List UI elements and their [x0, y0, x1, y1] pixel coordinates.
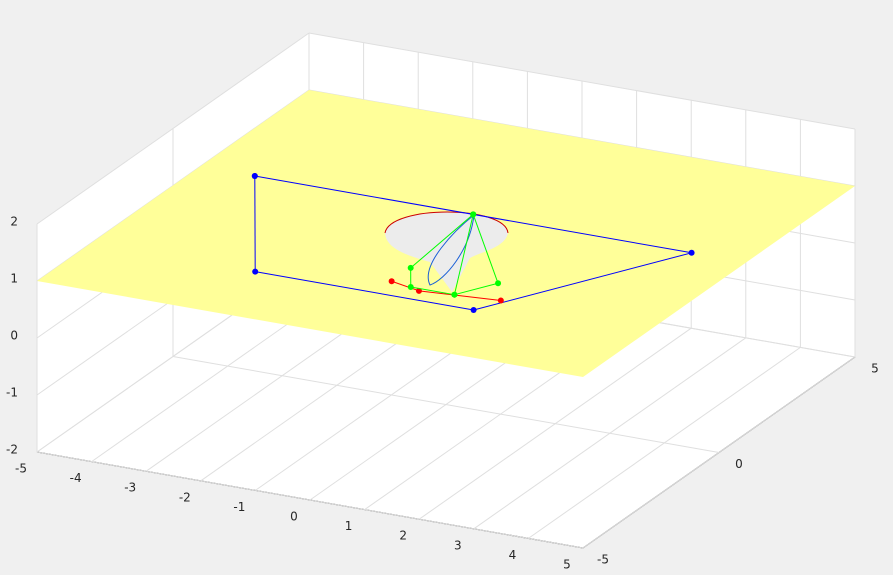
marker [497, 297, 504, 304]
cone-rim [384, 211, 509, 234]
marker [495, 280, 502, 287]
x-tick-label: 0 [290, 510, 298, 524]
z-tick-label: -2 [6, 443, 18, 457]
marker [451, 291, 458, 298]
data-layer [251, 173, 695, 313]
cone-surface [385, 212, 508, 292]
marker [407, 264, 414, 271]
series-segment [454, 282, 499, 296]
x-tick-label: -4 [70, 471, 82, 485]
x-tick-label: 1 [345, 519, 353, 533]
series-segment [391, 280, 420, 292]
x-tick-label: -3 [124, 481, 136, 495]
series-segment [410, 214, 474, 269]
tick-labels: -5 -4 -3 -2 -1 0 1 2 3 4 5 -5 0 5 -2 -1 0 1 2 [6, 215, 879, 572]
x-tick-label: -5 [15, 462, 27, 476]
marker [688, 249, 695, 256]
x-tick-label: -2 [179, 490, 191, 504]
x-tick-label: 4 [509, 548, 517, 562]
grid-line [308, 32, 856, 130]
grid-line [172, 356, 720, 453]
z-tick-label: 1 [10, 272, 18, 286]
y-tick-label: -5 [597, 553, 609, 567]
grid-line [36, 451, 584, 549]
series-segment [255, 271, 474, 311]
y-tick-label: 5 [871, 362, 879, 376]
marker [470, 211, 477, 218]
z-tick-label: 0 [10, 329, 18, 343]
marker [407, 284, 414, 291]
x-tick-label: -1 [233, 500, 245, 514]
x-tick-label: 5 [563, 558, 571, 572]
series-segment [410, 286, 455, 296]
z-tick-label: 2 [10, 215, 18, 229]
y-tick-label: 0 [735, 457, 743, 471]
marker [252, 268, 259, 275]
x-tick-label: 2 [399, 529, 407, 543]
grid-line [36, 32, 310, 225]
marker [388, 278, 395, 285]
series-segment [418, 290, 501, 301]
marker [470, 307, 477, 313]
series-segment [453, 214, 474, 295]
series [407, 211, 502, 298]
series-segment [473, 252, 692, 311]
z-tick-label: -1 [6, 386, 18, 400]
x-tick-label: 3 [454, 538, 462, 552]
marker [415, 287, 422, 294]
marker [251, 173, 258, 179]
series-segment [472, 214, 499, 284]
series [388, 278, 504, 304]
cone-curve [427, 214, 475, 286]
